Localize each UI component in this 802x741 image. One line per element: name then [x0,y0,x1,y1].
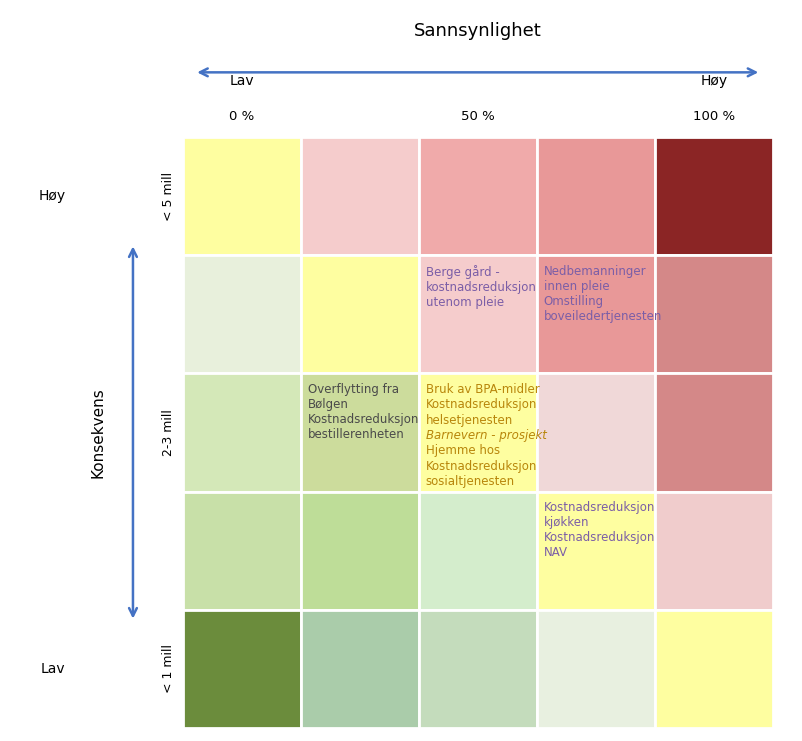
Bar [183,373,301,491]
Text: 0 %: 0 % [229,110,254,123]
Text: Overflytting fra
Bølgen
Kostnadsreduksjon
bestillerenheten: Overflytting fra Bølgen Kostnadsreduksjo… [308,383,419,441]
Bar [183,256,301,373]
Text: 2-3 mill: 2-3 mill [162,409,175,456]
Bar [301,491,419,610]
Text: Barnevern - prosjekt: Barnevern - prosjekt [426,429,547,442]
Bar [655,137,773,256]
Text: Kostnadsreduksjon
kjøkken
Kostnadsreduksjon
NAV: Kostnadsreduksjon kjøkken Kostnadsreduks… [544,501,655,559]
Text: 100 %: 100 % [693,110,735,123]
Text: sosialtjenesten: sosialtjenesten [426,475,515,488]
Text: Lav: Lav [40,662,65,676]
Text: helsetjenesten: helsetjenesten [426,413,513,427]
Bar [537,256,655,373]
Text: Nedbemanninger
innen pleie
Omstilling
boveiledertjenesten: Nedbemanninger innen pleie Omstilling bo… [544,265,662,323]
Bar [537,610,655,728]
Text: Konsekvens: Konsekvens [90,387,105,478]
Bar [419,610,537,728]
Bar [655,610,773,728]
Text: < 5 mill: < 5 mill [162,172,175,221]
Text: Berge gård -
kostnadsreduksjon
utenom pleie: Berge gård - kostnadsreduksjon utenom pl… [426,265,537,309]
Bar [301,373,419,491]
Bar [419,137,537,256]
Text: Høy: Høy [700,73,727,87]
Bar [301,256,419,373]
Text: Sannsynlighet: Sannsynlighet [414,22,541,41]
Text: Hjemme hos: Hjemme hos [426,445,500,457]
Text: Bruk av BPA-midler: Bruk av BPA-midler [426,383,540,396]
Text: Kostnadsreduksjon: Kostnadsreduksjon [426,398,537,411]
Bar [419,256,537,373]
Text: < 1 mill: < 1 mill [162,644,175,693]
Bar [537,137,655,256]
Text: 50 %: 50 % [461,110,495,123]
Text: Lav: Lav [229,73,254,87]
Text: Høy: Høy [39,190,67,203]
Bar [655,373,773,491]
Bar [419,491,537,610]
Bar [301,137,419,256]
Bar [183,610,301,728]
Bar [655,256,773,373]
Bar [655,491,773,610]
Bar [537,491,655,610]
Bar [301,610,419,728]
Bar [419,373,537,491]
Bar [183,491,301,610]
Text: Kostnadsreduksjon: Kostnadsreduksjon [426,459,537,473]
Bar [537,373,655,491]
Bar [183,137,301,256]
